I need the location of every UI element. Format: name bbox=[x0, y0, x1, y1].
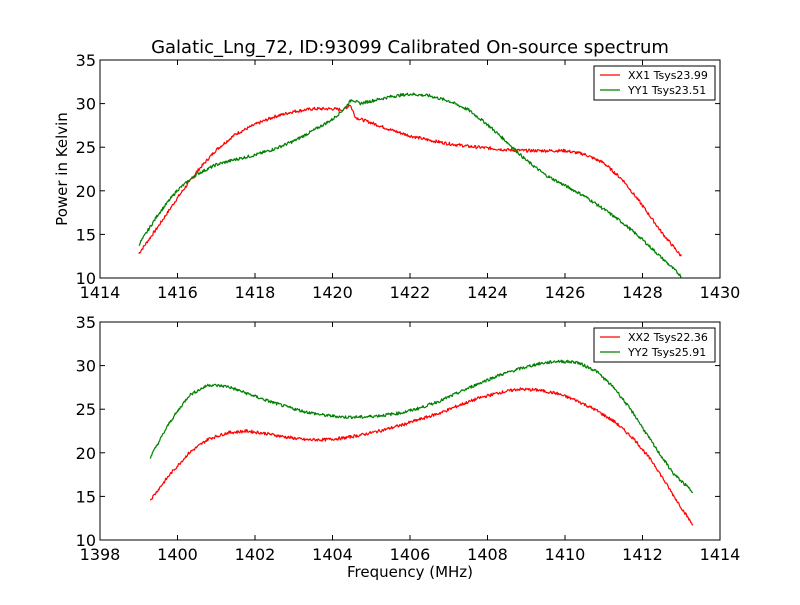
x-tick-label: 1404 bbox=[312, 545, 353, 564]
legend-label: XX2 Tsys22.36 bbox=[628, 331, 708, 344]
legend-box bbox=[593, 327, 716, 363]
x-tick-label: 1422 bbox=[390, 283, 431, 302]
series-line-1-1 bbox=[138, 104, 682, 257]
y-axis-label: Power in Kelvin bbox=[53, 112, 71, 226]
subplot-2: 1398 1400 1402 1404 1406 1408 1410 1412 1414 10 15… bbox=[76, 313, 741, 581]
legend-2: XX2 Tsys22.36 YY2 Tsys25.91 bbox=[593, 327, 716, 363]
y-tick-label: 10 bbox=[76, 531, 96, 550]
series-line-1-2 bbox=[138, 92, 682, 278]
y-tick-label: 20 bbox=[76, 444, 96, 463]
x-tick-label: 1402 bbox=[235, 545, 276, 564]
x-tick-label: 1426 bbox=[545, 283, 586, 302]
chart-title: Galatic_Lng_72, ID:93099 Calibrated On-s… bbox=[151, 37, 669, 58]
y-tick-label: 30 bbox=[76, 357, 96, 376]
x-tick-label: 1412 bbox=[622, 545, 663, 564]
x-tick-label: 1424 bbox=[467, 283, 508, 302]
y-tick-label: 20 bbox=[76, 182, 96, 201]
y-tick-label: 10 bbox=[76, 269, 96, 288]
legend-label: XX1 Tsys23.99 bbox=[628, 69, 708, 82]
x-tick-label: 1414 bbox=[80, 283, 121, 302]
y-tick-label: 25 bbox=[76, 138, 96, 157]
y-tick-label: 15 bbox=[76, 225, 96, 244]
y-tick-label: 25 bbox=[76, 400, 96, 419]
y-tick-label: 35 bbox=[76, 51, 96, 70]
series-line-2-1 bbox=[149, 387, 694, 526]
x-tick-label: 1430 bbox=[700, 283, 741, 302]
x-axis-label: Frequency (MHz) bbox=[347, 563, 473, 581]
x-tick-label: 1406 bbox=[390, 545, 431, 564]
x-tick-label: 1398 bbox=[80, 545, 121, 564]
x-tick-label: 1416 bbox=[157, 283, 198, 302]
legend-box bbox=[593, 65, 716, 101]
series-line-2-2 bbox=[149, 359, 694, 494]
subplot-1: 1414 1416 1418 1420 1422 1424 1426 1428 1430 10 15… bbox=[53, 51, 740, 302]
x-tick-label: 1418 bbox=[235, 283, 276, 302]
y-tick-label: 30 bbox=[76, 95, 96, 114]
legend-label: YY1 Tsys23.51 bbox=[627, 84, 706, 97]
x-tick-label: 1428 bbox=[622, 283, 663, 302]
x-tick-label: 1400 bbox=[157, 545, 198, 564]
x-tick-label: 1414 bbox=[700, 545, 741, 564]
y-tick-label: 15 bbox=[76, 487, 96, 506]
legend-1: XX1 Tsys23.99 YY1 Tsys23.51 bbox=[593, 65, 716, 101]
x-tick-label: 1410 bbox=[545, 545, 586, 564]
legend-label: YY2 Tsys25.91 bbox=[627, 346, 706, 359]
x-tick-label: 1420 bbox=[312, 283, 353, 302]
x-tick-label: 1408 bbox=[467, 545, 508, 564]
y-tick-label: 35 bbox=[76, 313, 96, 332]
